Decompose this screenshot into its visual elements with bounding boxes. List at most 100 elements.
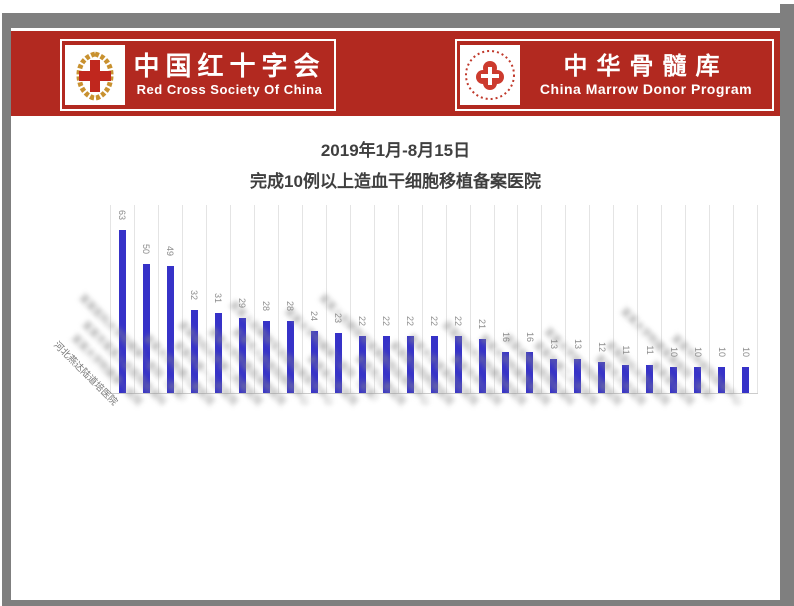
red-cross-banner: 中国红十字会 Red Cross Society Of China: [60, 39, 336, 111]
bar-column: 22: [399, 205, 423, 393]
bar: [118, 230, 126, 393]
cmdp-banner-text: 中华骨髓库 China Marrow Donor Program: [520, 52, 772, 97]
bar-value-label: 28: [261, 300, 272, 312]
red-cross-title-cn: 中国红十字会: [133, 51, 326, 82]
bar-value-label: 12: [596, 341, 607, 353]
bar: [358, 336, 366, 393]
bar: [286, 321, 294, 393]
bar: [142, 264, 150, 393]
red-cross-title-en: Red Cross Society Of China: [136, 82, 323, 98]
bar-column: 63: [110, 205, 135, 393]
bar-column: 22: [351, 205, 375, 393]
bar-value-label: 16: [524, 331, 535, 343]
bar: [574, 359, 582, 393]
bar: [622, 365, 630, 393]
bar: [502, 352, 510, 393]
chart-title-subject: 完成10例以上造血干细胞移植备案医院: [250, 172, 541, 191]
bar-column: 32: [183, 205, 207, 393]
bar-value-label: 22: [357, 315, 368, 327]
bar-value-label: 10: [740, 346, 751, 358]
bar: [742, 367, 750, 393]
cmdp-emblem-icon: [460, 45, 520, 105]
bar-column: 10: [662, 205, 687, 393]
bar: [214, 313, 222, 393]
bar-column: 12: [590, 205, 615, 393]
bar-column: 23: [327, 205, 351, 393]
bar: [334, 333, 342, 393]
bar-chart-plot-area: 63 50 49 32 31 29 28 28 24 23 22 22 22 22 22 21 16 16 13 13…: [110, 205, 759, 394]
bar-value-label: 11: [644, 345, 655, 355]
bar: [718, 367, 726, 393]
bar-value-label: 10: [716, 346, 727, 358]
bar-column: 21: [471, 205, 495, 393]
bar-column: 10: [686, 205, 711, 393]
bar: [526, 352, 534, 393]
bar: [310, 331, 318, 393]
bar-value-label: 49: [165, 245, 176, 257]
header-red-band: 中国红十字会 Red Cross Society Of China 中华骨髓库 …: [11, 31, 780, 116]
bar-value-label: 13: [572, 338, 583, 350]
bar-column: 22: [375, 205, 399, 393]
bar-column: 31: [207, 205, 231, 393]
bar-value-label: 10: [668, 346, 679, 358]
bar-value-label: 22: [429, 315, 440, 327]
red-cross-banner-text: 中国红十字会 Red Cross Society Of China: [125, 51, 334, 98]
bar-value-label: 13: [548, 338, 559, 350]
bar: [406, 336, 414, 393]
red-cross-laurel-emblem-icon: [65, 45, 125, 105]
bar: [166, 266, 174, 393]
cmdp-title-en: China Marrow Donor Program: [539, 80, 753, 97]
bar-value-label: 23: [333, 312, 344, 324]
bar-value-label: 22: [405, 315, 416, 327]
bar-value-label: 11: [620, 345, 631, 355]
bar-column: 11: [614, 205, 639, 393]
page-frame-top: [2, 13, 794, 28]
chart-title-date-range: 2019年1月-8月15日: [320, 141, 471, 160]
page-frame-right: [780, 4, 794, 606]
bar-value-label: 24: [309, 310, 320, 322]
bar-column: 16: [495, 205, 519, 393]
bar-value-label: 10: [692, 346, 703, 358]
bar-value-label: 29: [237, 297, 248, 309]
bar: [454, 336, 462, 393]
bar-column: 10: [710, 205, 735, 393]
bar: [238, 318, 246, 393]
bar-column: 11: [638, 205, 663, 393]
slide: 中国红十字会 Red Cross Society Of China 中华骨髓库 …: [11, 28, 780, 600]
bar: [382, 336, 390, 393]
bar-column: 28: [255, 205, 279, 393]
bar-value-label: 22: [453, 315, 464, 327]
bar-column: 10: [734, 205, 759, 393]
cmdp-banner: 中华骨髓库 China Marrow Donor Program: [455, 39, 774, 111]
bar-value-label: 50: [141, 243, 152, 255]
bar: [646, 365, 654, 393]
bar-column: 16: [518, 205, 543, 393]
bar-value-label: 32: [189, 289, 200, 301]
bar-column: 13: [566, 205, 591, 393]
bar-column: 22: [423, 205, 447, 393]
bar-value-label: 21: [477, 318, 488, 330]
bar-value-label: 28: [285, 300, 296, 312]
cmdp-title-cn: 中华骨髓库: [563, 52, 729, 80]
bar-value-label: 22: [381, 315, 392, 327]
bar-column: 13: [542, 205, 567, 393]
bar-column: 28: [279, 205, 303, 393]
bar-value-label: 16: [500, 331, 511, 343]
bar-column: 24: [303, 205, 327, 393]
bar: [262, 321, 270, 393]
bar-value-label: 31: [213, 292, 224, 304]
bar: [430, 336, 438, 393]
bar-column: 29: [231, 205, 255, 393]
bar-value-label: 63: [117, 209, 128, 221]
bar-column: 50: [135, 205, 159, 393]
page-frame-bottom: [2, 600, 794, 606]
bar: [598, 362, 606, 393]
bar: [550, 359, 558, 393]
bar: [670, 367, 678, 393]
bar: [190, 310, 198, 393]
page-frame-left: [2, 13, 11, 606]
bar: [478, 339, 486, 393]
bar-column: 22: [447, 205, 471, 393]
bar: [694, 367, 702, 393]
bar-column: 49: [159, 205, 183, 393]
